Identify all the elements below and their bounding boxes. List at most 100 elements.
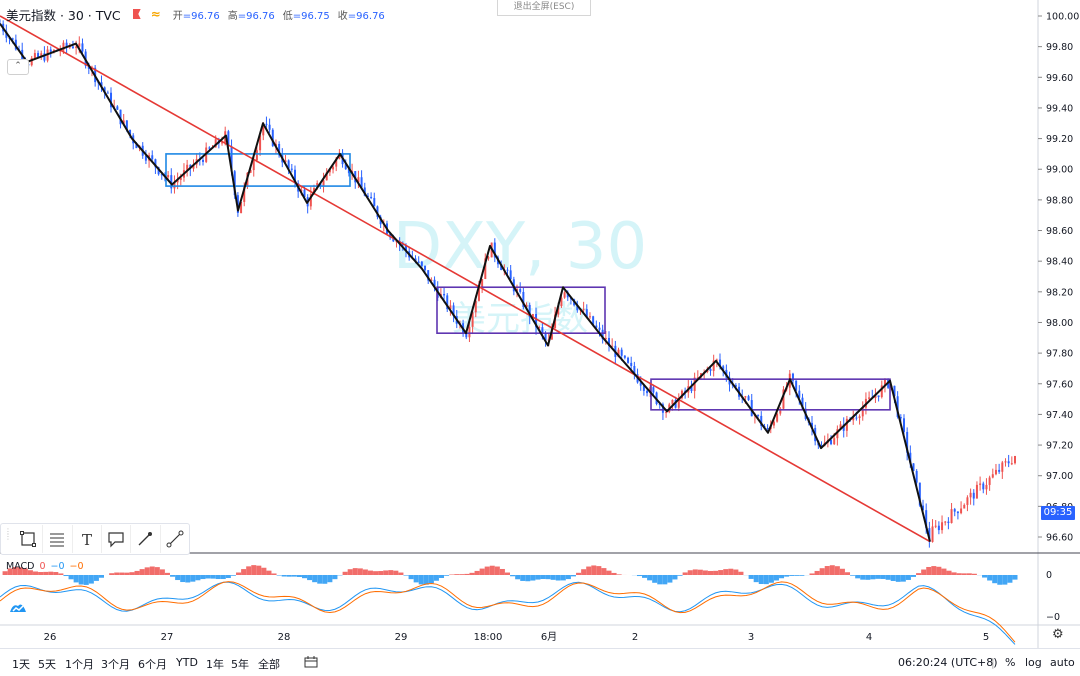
- macd-histogram-bar: [525, 575, 530, 581]
- brush-tool-icon[interactable]: [131, 525, 160, 553]
- auto-toggle[interactable]: auto: [1050, 656, 1075, 669]
- macd-histogram-bar: [647, 575, 652, 580]
- signal-line: [0, 582, 1015, 643]
- symbol-title[interactable]: 美元指数 · 30 · TVC: [6, 5, 121, 24]
- settings-gear-icon[interactable]: ⚙: [1052, 627, 1064, 642]
- candle-body: [424, 266, 426, 270]
- macd-histogram-bar: [404, 575, 409, 576]
- separator: |: [991, 656, 995, 669]
- macd-histogram-bar: [38, 572, 43, 575]
- candle-body: [370, 197, 372, 198]
- macd-title[interactable]: MACD: [6, 561, 34, 572]
- compare-icon[interactable]: ≈: [151, 7, 161, 21]
- candle-body: [744, 396, 746, 397]
- macd-histogram-bar: [495, 567, 500, 575]
- trendline-tool-icon[interactable]: [161, 525, 189, 553]
- macd-histogram-bar: [160, 569, 165, 575]
- macd-histogram-bar: [683, 572, 688, 575]
- fib-tool-icon[interactable]: [43, 525, 72, 553]
- macd-histogram-bar: [317, 575, 322, 584]
- exit-fullscreen-button[interactable]: 退出全屏(ESC): [497, 0, 591, 16]
- candle-body: [878, 395, 880, 397]
- timeframe-all[interactable]: 全部: [258, 656, 280, 672]
- callout-tool-icon[interactable]: [102, 525, 131, 553]
- macd-histogram-bar: [475, 571, 480, 575]
- macd-histogram-bar: [546, 575, 551, 579]
- drag-handle-icon[interactable]: ⋮⋮: [4, 529, 10, 549]
- price-tick-label: 97.40: [1046, 410, 1073, 421]
- macd-histogram-bar: [129, 572, 134, 575]
- candle-body: [589, 316, 591, 317]
- macd-histogram-bar: [708, 571, 713, 575]
- timeframe-1m[interactable]: 1个月: [65, 656, 94, 672]
- candle-body: [624, 356, 626, 358]
- macd-histogram-bar: [662, 575, 667, 584]
- candle-body: [468, 327, 470, 337]
- candle-body: [291, 169, 293, 170]
- candle-body: [510, 270, 512, 279]
- macd-histogram-bar: [667, 575, 672, 583]
- date-range-icon[interactable]: [304, 656, 318, 671]
- macd-histogram-bar: [216, 575, 221, 579]
- price-tick-label: 99.40: [1046, 103, 1073, 114]
- candle-body: [202, 160, 204, 162]
- macd-histogram-bar: [591, 565, 596, 575]
- flag-icon[interactable]: [133, 9, 141, 19]
- macd-histogram-bar: [789, 575, 794, 576]
- tradingview-logo[interactable]: [6, 596, 30, 618]
- watermark-symbol: DXY, 30: [393, 210, 647, 284]
- macd-histogram-bar: [835, 566, 840, 575]
- timeframe-5d[interactable]: 5天: [38, 656, 56, 672]
- candle-body: [373, 198, 375, 206]
- macd-histogram-bar: [642, 575, 647, 578]
- macd-histogram-bar: [952, 572, 957, 575]
- percent-toggle[interactable]: %: [1005, 656, 1015, 669]
- candle-body: [652, 387, 654, 392]
- macd-histogram-bar: [89, 575, 94, 584]
- timeframe-ytd[interactable]: YTD: [176, 656, 198, 669]
- symbol-header: 美元指数 · 30 · TVC ≈ 开=96.76 高=96.76 低=96.7…: [6, 5, 385, 23]
- macd-histogram-bar: [586, 567, 591, 575]
- timeframe-3m[interactable]: 3个月: [101, 656, 130, 672]
- candle-body: [598, 328, 600, 330]
- candle-body: [998, 470, 1000, 472]
- macd-histogram-bar: [510, 575, 515, 576]
- time-tick-label: 29: [395, 632, 408, 643]
- macd-histogram-bar: [297, 575, 302, 577]
- macd-histogram-bar: [94, 575, 99, 581]
- candle-body: [50, 50, 52, 52]
- log-toggle[interactable]: log: [1025, 656, 1042, 669]
- candle-body: [107, 93, 109, 94]
- macd-histogram-bar: [185, 575, 190, 582]
- macd-histogram-bar: [424, 575, 429, 585]
- macd-hist-value: 0: [39, 561, 45, 572]
- collapse-legend-button[interactable]: ⌃: [7, 59, 29, 75]
- clock-time[interactable]: 06:20:24 (UTC+8): [898, 656, 998, 669]
- candle-body: [34, 53, 36, 58]
- text-tool-icon[interactable]: T: [73, 525, 102, 553]
- price-axis[interactable]: 100.0099.8099.6099.4099.2099.0098.8098.6…: [1038, 12, 1079, 544]
- timeframe-6m[interactable]: 6个月: [138, 656, 167, 672]
- macd-histogram-bar: [79, 575, 84, 585]
- rectangle-tool-icon[interactable]: [14, 525, 43, 553]
- bottom-toolbar: 1天 5天 1个月 3个月 6个月 YTD 1年 5年 全部 06:20:24 …: [0, 648, 1080, 676]
- open-value: =96.76: [183, 11, 220, 22]
- price-tick-label: 97.20: [1046, 441, 1073, 452]
- macd-histogram-bar: [505, 573, 510, 575]
- macd-histogram-bar: [388, 570, 393, 575]
- time-tick-label: 2: [632, 632, 638, 643]
- macd-histogram-bar: [825, 566, 830, 575]
- timeframe-1y[interactable]: 1年: [206, 656, 224, 672]
- macd-histogram-bar: [170, 575, 175, 577]
- macd-histogram-bar: [881, 575, 886, 579]
- macd-histogram-bar: [718, 570, 723, 575]
- macd-histogram-bar: [419, 575, 424, 584]
- macd-histogram-bar: [652, 575, 657, 583]
- candle-body: [951, 509, 953, 523]
- timeframe-5y[interactable]: 5年: [231, 656, 249, 672]
- macd-histogram-bar: [180, 575, 185, 582]
- candle-body: [830, 440, 832, 444]
- timeframe-1d[interactable]: 1天: [12, 656, 30, 672]
- candle-body: [944, 522, 946, 523]
